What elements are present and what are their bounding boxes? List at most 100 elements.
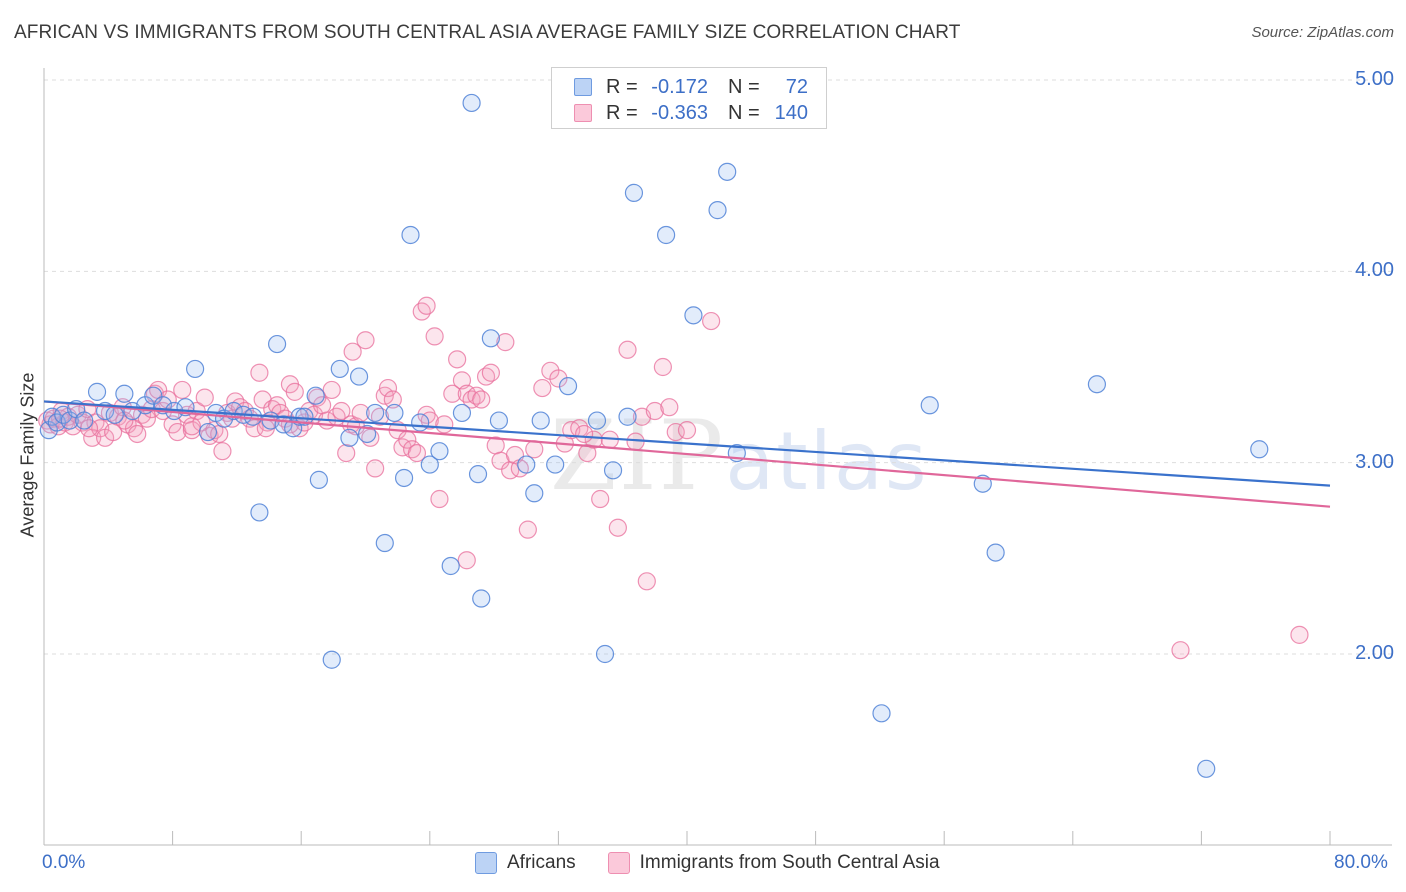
immigrants-point xyxy=(322,380,341,400)
immigrants-point xyxy=(285,382,304,401)
africans-point xyxy=(603,461,623,480)
series-legend-africans[interactable]: Africans xyxy=(475,852,576,874)
africans-point xyxy=(401,225,420,245)
immigrants-point xyxy=(481,363,500,382)
series-legend-immigrants[interactable]: Immigrants from South Central Asia xyxy=(607,852,940,874)
africans-point xyxy=(468,465,488,484)
y-tick-label: 5.00 xyxy=(1355,68,1394,90)
immigrants-point xyxy=(343,342,362,361)
immigrants-point xyxy=(250,363,269,382)
africans-point xyxy=(309,470,328,489)
immigrants-point xyxy=(158,390,177,409)
africans-point xyxy=(250,503,269,522)
immigrants-point xyxy=(702,311,721,331)
immigrants-point xyxy=(653,357,672,377)
x-tick-label-min: 0.0% xyxy=(42,852,86,873)
immigrants-point xyxy=(584,430,603,449)
africans-point xyxy=(322,650,341,669)
africans-point xyxy=(517,455,536,474)
africans-point xyxy=(1250,440,1269,459)
legend-r-label: R = xyxy=(606,75,638,98)
africans-point xyxy=(295,407,314,426)
immigrants-point xyxy=(1171,641,1190,660)
legend-n-value-africans: 72 xyxy=(785,75,808,98)
immigrants-point xyxy=(128,424,147,444)
legend-row-immigrants: R = -0.363 N = 140 xyxy=(574,100,808,126)
africans-point xyxy=(920,396,939,415)
africans-point xyxy=(708,201,727,220)
immigrants-point xyxy=(213,442,232,461)
immigrants-point xyxy=(435,415,454,434)
immigrants-point xyxy=(366,459,385,478)
legend-n-label: N = xyxy=(728,101,760,124)
immigrants-point xyxy=(195,388,214,407)
africans-point xyxy=(718,162,737,181)
africans-point xyxy=(452,403,472,423)
africans-point xyxy=(472,589,491,608)
africans-point xyxy=(186,359,205,379)
africans-point xyxy=(87,382,107,401)
africans-point xyxy=(330,359,349,379)
africans-point xyxy=(394,468,414,488)
immigrants-point xyxy=(591,489,610,509)
immigrants-point xyxy=(608,518,627,537)
africans-point xyxy=(224,401,243,421)
africans-point xyxy=(284,419,303,438)
immigrants-point xyxy=(425,327,444,346)
series-label-immigrants: Immigrants from South Central Asia xyxy=(639,852,940,873)
africans-point xyxy=(462,93,481,113)
immigrants-point xyxy=(383,390,402,409)
africans-point xyxy=(441,556,460,576)
correlation-legend: R = -0.172 N = 72 R = -0.363 N = 140 xyxy=(551,67,827,129)
africans-point xyxy=(558,377,578,396)
immigrants-point xyxy=(472,390,491,409)
immigrants-point xyxy=(518,520,537,539)
legend-row-africans: R = -0.172 N = 72 xyxy=(574,74,808,100)
immigrants-point xyxy=(666,422,685,442)
legend-swatch-immigrants xyxy=(574,104,592,122)
immigrants-points xyxy=(38,296,1309,660)
africans-point xyxy=(684,306,703,325)
y-tick-label: 4.00 xyxy=(1355,259,1394,282)
immigrants-point xyxy=(173,380,192,400)
immigrants-point xyxy=(412,302,431,321)
watermark-atlas: atlas xyxy=(725,415,929,508)
africans-point xyxy=(1087,375,1107,394)
immigrants-point xyxy=(677,421,697,440)
africans-point xyxy=(306,386,325,405)
africans-point xyxy=(411,413,430,432)
immigrants-point xyxy=(618,340,637,359)
immigrants-point xyxy=(533,378,552,398)
africans-point xyxy=(340,428,359,447)
africans-point xyxy=(657,225,676,245)
legend-swatch-africans xyxy=(574,78,592,96)
legend-r-label: R = xyxy=(606,101,638,124)
source-label: Source: ZipAtlas.com xyxy=(1251,24,1394,41)
africans-point xyxy=(42,407,62,426)
africans-point xyxy=(385,403,404,423)
africans-point xyxy=(986,543,1005,562)
immigrants-point xyxy=(496,333,515,352)
immigrants-point xyxy=(525,440,544,459)
legend-r-value-africans: -0.172 xyxy=(651,75,708,98)
africans-point xyxy=(624,183,644,202)
immigrants-point xyxy=(332,401,351,421)
series-swatch-africans xyxy=(475,852,497,874)
immigrants-point xyxy=(356,331,375,350)
series-label-africans: Africans xyxy=(507,852,576,873)
immigrants-point xyxy=(549,369,568,388)
trend-lines xyxy=(43,400,1331,508)
africans-point xyxy=(618,407,637,426)
immigrants-point xyxy=(182,417,201,436)
africans-point xyxy=(349,367,369,386)
grid-lines xyxy=(44,79,1392,655)
africans-point xyxy=(358,424,377,444)
axes xyxy=(43,68,1392,846)
legend-n-label: N = xyxy=(728,75,760,98)
legend-r-value-immigrants: -0.363 xyxy=(651,101,708,124)
immigrants-point xyxy=(452,371,472,390)
immigrants-point xyxy=(448,350,467,369)
africans-point xyxy=(198,422,218,442)
immigrants-point xyxy=(637,572,656,591)
